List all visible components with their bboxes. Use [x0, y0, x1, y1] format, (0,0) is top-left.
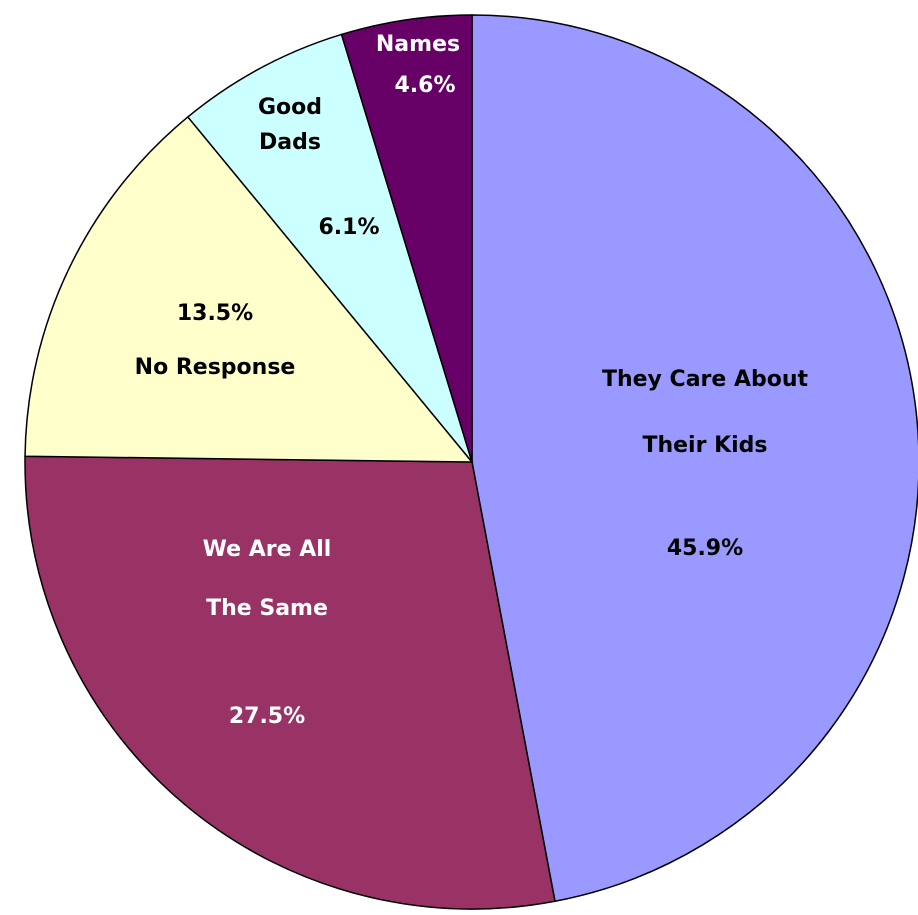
slice-label-good-dads-line-2: Dads	[259, 130, 321, 155]
slice-label-no-response-line-1: No Response	[135, 355, 296, 380]
slice-value-names: 4.6%	[394, 73, 455, 98]
slice-label-we-are-all-the-same-line-2: The Same	[206, 596, 328, 621]
slice-value-they-care-about-their-kids: 45.9%	[667, 536, 743, 561]
slice-value-good-dads: 6.1%	[318, 215, 379, 240]
pie-slices	[24, 14, 918, 910]
slice-label-they-care-about-their-kids-line-2: Their Kids	[642, 433, 767, 458]
pie-slice-no-response	[24, 115, 474, 463]
pie-slice-they-care-about-their-kids	[471, 14, 918, 903]
slice-label-we-are-all-the-same-line-1: We Are All	[203, 537, 332, 562]
slice-label-good-dads-line-1: Good	[258, 95, 322, 120]
pie-slice-we-are-all-the-same	[24, 455, 556, 910]
pie-slice-names	[340, 14, 473, 463]
pie-slice-good-dads	[186, 33, 473, 463]
slice-value-we-are-all-the-same: 27.5%	[229, 704, 305, 729]
slice-label-they-care-about-their-kids-line-1: They Care About	[602, 367, 809, 392]
slice-label-names-line-1: Names	[376, 32, 460, 57]
slice-value-no-response: 13.5%	[177, 301, 253, 326]
pie-labels: They Care About Their Kids 45.9% We Are All…	[135, 32, 809, 729]
